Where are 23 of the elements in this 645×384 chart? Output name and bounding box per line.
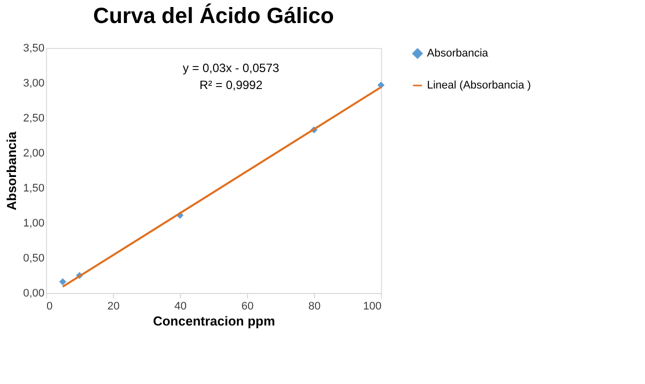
annotation: R² = 0,9992 (199, 78, 263, 92)
legend-label: Absorbancia (427, 48, 490, 60)
x-tick-label: 20 (107, 300, 120, 312)
point (377, 82, 385, 89)
annotation: y = 0,03x - 0,0573 (182, 61, 280, 75)
y-axis-title: Absorbancia (4, 130, 20, 210)
y-tick-label: 1,50 (23, 182, 44, 194)
y-tick-label: 2,00 (23, 148, 44, 160)
x-axis-title: Concentracion ppm (152, 314, 276, 328)
y-tick-label: 0,50 (23, 252, 44, 264)
point (59, 278, 66, 286)
x-tick-label: 0 (46, 300, 53, 312)
x-tick-label: 80 (308, 300, 321, 312)
x-tick-label: 40 (174, 300, 187, 312)
legend-label: Lineal (Absorbancia ) (427, 80, 531, 92)
y-tick-label: 2,50 (23, 112, 44, 124)
y-tick-label: 3,00 (23, 78, 44, 90)
x-tick-label: 100 (363, 300, 382, 312)
chart-title: Curva del Ácido Gálico (93, 3, 334, 28)
y-tick-label: 1,00 (23, 218, 44, 230)
x-tick-label: 60 (241, 300, 254, 312)
y-tick-label: 0,00 (23, 288, 44, 300)
y-tick-label: 3,50 (23, 42, 44, 54)
